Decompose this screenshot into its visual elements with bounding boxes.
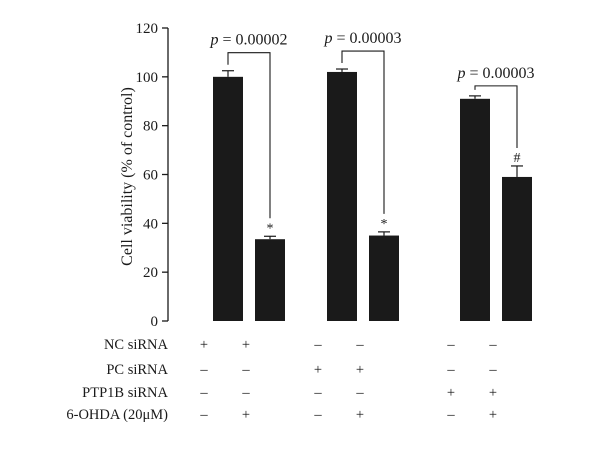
condition-mark: – — [199, 385, 208, 401]
condition-row: PC siRNA – – + + – – — [106, 362, 497, 378]
bracket-line — [474, 85, 518, 148]
condition-mark: – — [488, 337, 497, 353]
bar — [213, 76, 243, 321]
condition-mark: + — [242, 407, 250, 423]
condition-mark: – — [313, 337, 322, 353]
comparison-bracket: p = 0.00003 — [456, 65, 535, 148]
bar — [460, 98, 490, 321]
comparison-bracket: p = 0.00003 — [323, 30, 402, 214]
condition-mark: – — [355, 337, 364, 353]
significance-mark: * — [381, 217, 388, 232]
condition-mark: + — [242, 337, 250, 353]
y-tick-label: 100 — [136, 70, 159, 86]
condition-row: NC siRNA + + – – – – — [104, 337, 497, 353]
condition-label: 6-OHDA (20μM) — [66, 407, 168, 423]
condition-label: NC siRNA — [104, 337, 169, 353]
bar — [327, 71, 357, 321]
condition-mark: + — [356, 362, 364, 378]
y-axis-label: Cell viability (% of control) — [119, 87, 136, 266]
bracket-line — [227, 52, 271, 219]
condition-label: PTP1B siRNA — [82, 385, 168, 401]
y-tick-label: 20 — [143, 265, 158, 281]
condition-row: PTP1B siRNA – – – – + + — [82, 385, 497, 401]
condition-mark: + — [314, 362, 322, 378]
condition-mark: – — [313, 407, 322, 423]
condition-mark: – — [241, 385, 250, 401]
condition-mark: – — [488, 362, 497, 378]
p-symbol: p — [323, 30, 332, 47]
condition-mark: – — [199, 362, 208, 378]
bar — [255, 239, 285, 321]
condition-row: 6-OHDA (20μM) – + – + – + — [66, 407, 497, 423]
significance-mark: # — [514, 151, 521, 166]
condition-mark: – — [446, 407, 455, 423]
significance-mark: * — [267, 221, 274, 236]
condition-mark: + — [489, 385, 497, 401]
p-value: = 0.00003 — [465, 65, 534, 82]
bar — [369, 235, 399, 321]
condition-mark: + — [489, 407, 497, 423]
y-tick-label: 40 — [143, 216, 158, 232]
p-value-label: p = 0.00002 — [209, 32, 287, 49]
y-tick-label: 0 — [151, 314, 159, 330]
condition-mark: – — [199, 407, 208, 423]
condition-mark: + — [447, 385, 455, 401]
p-value: = 0.00003 — [332, 30, 401, 47]
condition-mark: – — [446, 362, 455, 378]
condition-mark: + — [200, 337, 208, 353]
y-axis: 0 20 40 60 80 100 120 — [136, 21, 169, 330]
bracket-line — [341, 50, 385, 214]
y-tick-label: 120 — [136, 21, 159, 37]
condition-mark: – — [313, 385, 322, 401]
condition-mark: – — [446, 337, 455, 353]
y-tick-label: 60 — [143, 168, 158, 184]
p-symbol: p — [209, 32, 218, 49]
comparison-bracket: p = 0.00002 — [209, 32, 288, 219]
p-symbol: p — [456, 65, 465, 82]
p-value: = 0.00002 — [218, 32, 287, 49]
y-tick-label: 80 — [143, 119, 158, 135]
p-value-label: p = 0.00003 — [456, 65, 534, 82]
bar — [502, 176, 532, 321]
condition-mark: + — [356, 407, 364, 423]
p-value-label: p = 0.00003 — [323, 30, 401, 47]
condition-mark: – — [241, 362, 250, 378]
condition-label: PC siRNA — [106, 362, 168, 378]
condition-mark: – — [355, 385, 364, 401]
